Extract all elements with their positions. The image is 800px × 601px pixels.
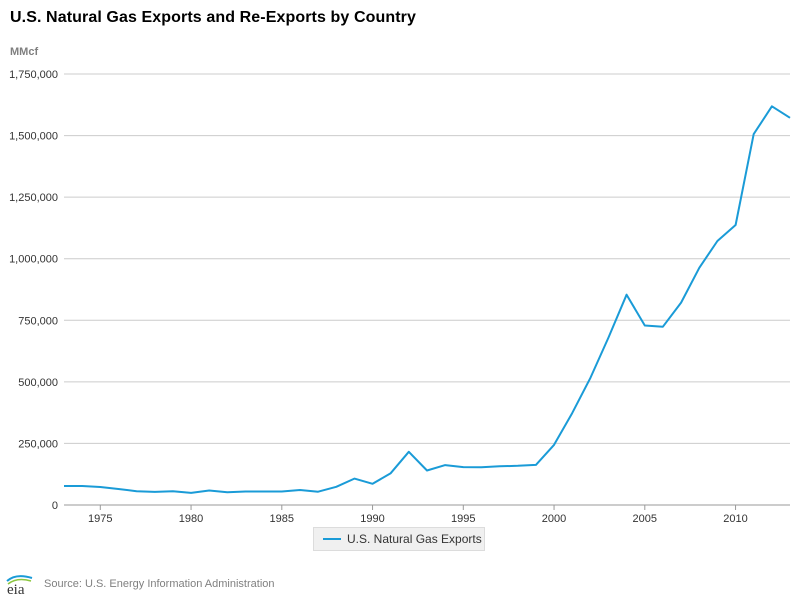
data-point[interactable]	[333, 484, 339, 490]
data-point[interactable]	[714, 238, 720, 244]
x-tick-label: 1995	[451, 513, 475, 525]
data-point[interactable]	[751, 131, 757, 137]
data-point[interactable]	[497, 463, 503, 469]
data-point[interactable]	[678, 300, 684, 306]
data-point[interactable]	[551, 442, 557, 448]
data-point[interactable]	[442, 462, 448, 468]
data-point[interactable]	[351, 476, 357, 482]
y-tick-label: 750,000	[18, 315, 58, 327]
eia-logo: eia	[4, 572, 36, 598]
data-point[interactable]	[660, 324, 666, 330]
data-point[interactable]	[478, 464, 484, 470]
data-point[interactable]	[261, 488, 267, 494]
data-point[interactable]	[388, 470, 394, 476]
data-point[interactable]	[606, 335, 612, 341]
series-line-us-natural-gas-exports[interactable]	[64, 105, 791, 494]
data-point[interactable]	[188, 490, 194, 496]
data-point[interactable]	[61, 483, 67, 489]
y-axis-ticks: 0 250,000 500,000 750,000 1,000,000 1,250,000…	[9, 69, 58, 512]
data-point[interactable]	[297, 487, 303, 493]
y-axis-unit-label: MMcf	[10, 46, 39, 58]
data-point[interactable]	[224, 489, 230, 495]
y-tick-label: 0	[52, 500, 58, 512]
x-tick-label: 2005	[633, 513, 657, 525]
chart-title: U.S. Natural Gas Exports and Re-Exports …	[10, 9, 416, 26]
data-point[interactable]	[115, 486, 121, 492]
y-tick-label: 500,000	[18, 377, 58, 389]
y-tick-label: 1,500,000	[9, 131, 58, 143]
source-note: Source: U.S. Energy Information Administ…	[44, 578, 275, 590]
x-tick-label: 1990	[360, 513, 384, 525]
x-tick-label: 2000	[542, 513, 566, 525]
legend[interactable]: U.S. Natural Gas Exports	[313, 527, 485, 551]
x-tick-label: 1975	[88, 513, 112, 525]
x-tick-label: 1985	[270, 513, 294, 525]
footer: eia Source: U.S. Energy Information Admi…	[4, 572, 275, 598]
data-point[interactable]	[315, 489, 321, 495]
x-axis-ticks: 1975 1980 1985 1990 1995 2000 2005 2010	[88, 505, 748, 525]
eia-logo-text: eia	[7, 582, 25, 596]
data-point[interactable]	[243, 488, 249, 494]
data-point[interactable]	[370, 481, 376, 487]
legend-label: U.S. Natural Gas Exports	[347, 532, 482, 546]
data-point[interactable]	[97, 484, 103, 490]
data-point[interactable]	[696, 265, 702, 271]
x-tick-label: 1980	[179, 513, 203, 525]
y-tick-label: 1,750,000	[9, 69, 58, 81]
data-point[interactable]	[624, 292, 630, 298]
legend-swatch	[323, 538, 341, 540]
data-point[interactable]	[460, 464, 466, 470]
eia-logo-icon: eia	[6, 575, 33, 598]
x-tick-label: 2010	[723, 513, 747, 525]
data-point[interactable]	[733, 222, 739, 228]
data-point[interactable]	[642, 322, 648, 328]
data-point[interactable]	[569, 410, 575, 416]
data-point[interactable]	[79, 483, 85, 489]
data-point[interactable]	[206, 487, 212, 493]
data-point[interactable]	[515, 463, 521, 469]
data-point[interactable]	[787, 115, 793, 121]
data-point[interactable]	[587, 375, 593, 381]
data-point[interactable]	[769, 103, 775, 109]
data-point[interactable]	[533, 462, 539, 468]
data-point[interactable]	[170, 488, 176, 494]
data-point[interactable]	[134, 488, 140, 494]
data-point[interactable]	[406, 449, 412, 455]
y-tick-label: 1,250,000	[9, 192, 58, 204]
y-tick-label: 250,000	[18, 438, 58, 450]
gridlines	[64, 73, 790, 444]
y-tick-label: 1,000,000	[9, 254, 58, 266]
data-point[interactable]	[152, 489, 158, 495]
data-point[interactable]	[279, 488, 285, 494]
data-point[interactable]	[424, 468, 430, 474]
series-group	[61, 103, 793, 496]
